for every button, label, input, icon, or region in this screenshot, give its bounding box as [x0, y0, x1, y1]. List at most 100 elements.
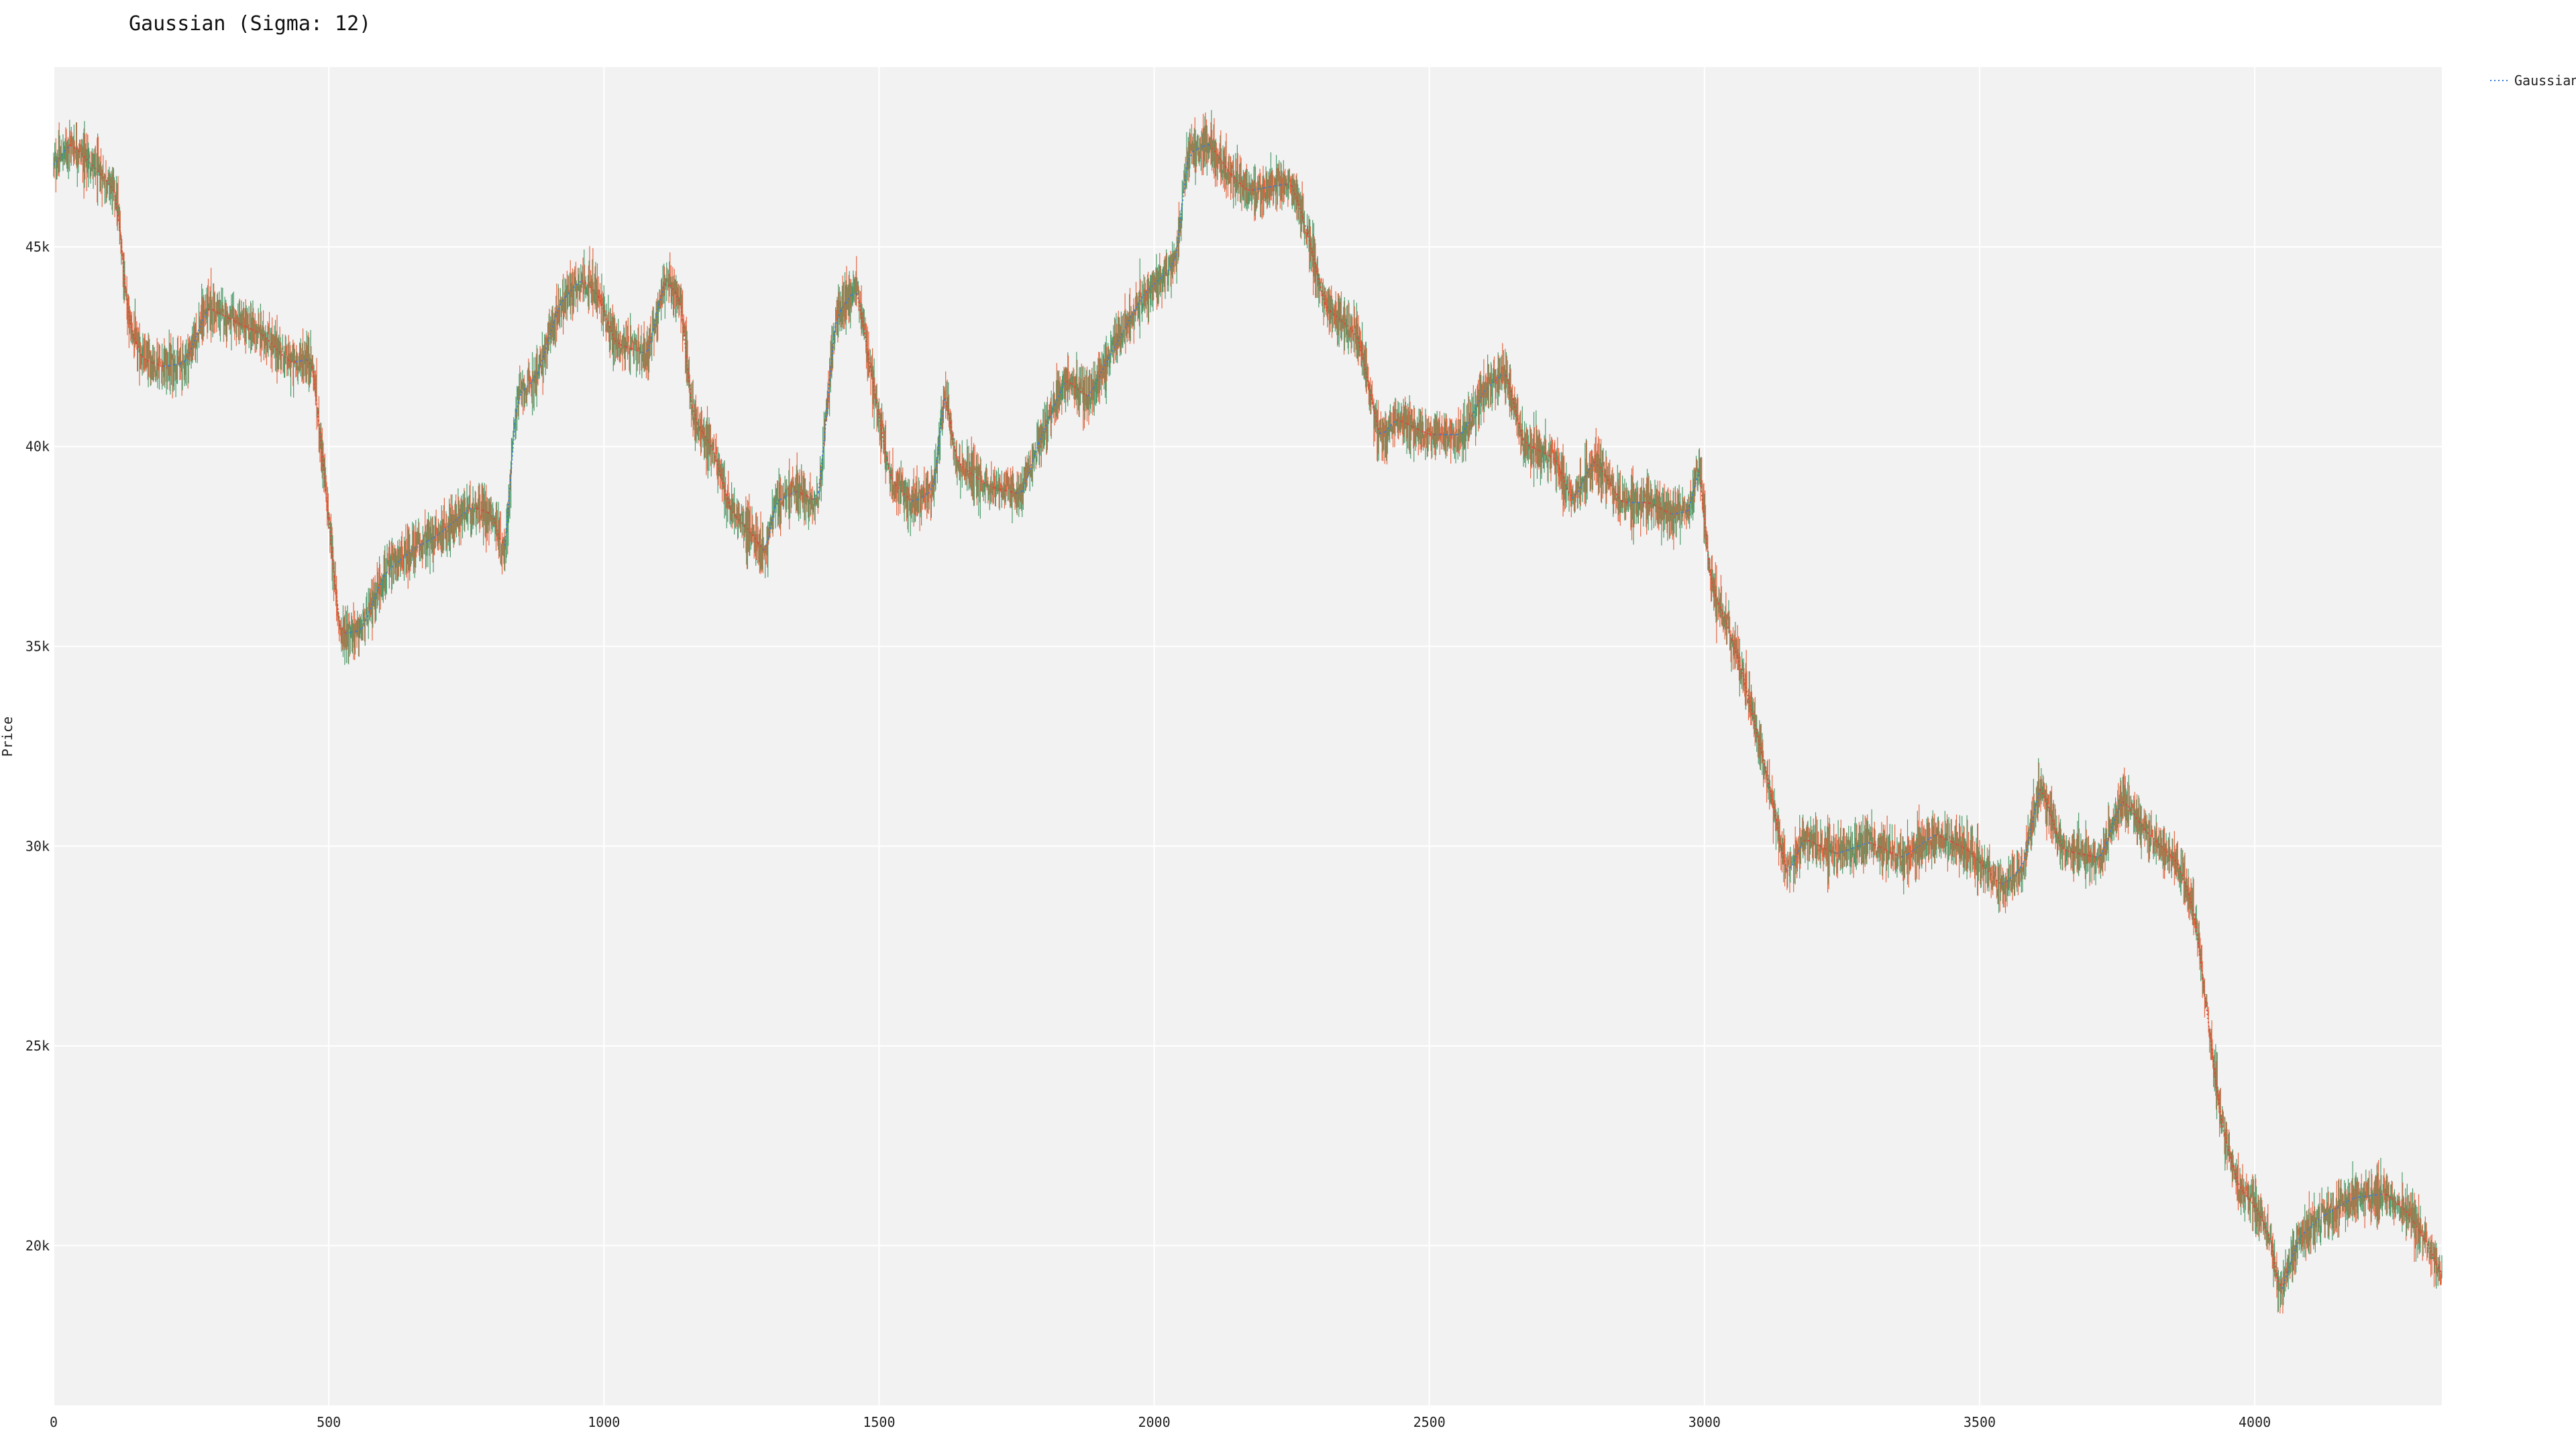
y-tick-label: 35k — [25, 639, 50, 655]
gaussian-segment — [620, 343, 627, 347]
y-tick-label: 25k — [25, 1038, 50, 1054]
gaussian-segment — [1385, 425, 1392, 433]
legend[interactable]: Gaussian — [2490, 72, 2576, 89]
gaussian-segment — [576, 280, 583, 286]
gaussian-segment — [2304, 1227, 2310, 1234]
gaussian-segment — [2061, 847, 2068, 852]
gaussian-segment — [1362, 360, 1370, 387]
gaussian-segment — [922, 492, 929, 498]
gaussian-segment — [1401, 421, 1408, 425]
gaussian-segment — [1775, 819, 1782, 849]
gaussian-segment — [129, 326, 137, 343]
gaussian-segment — [1390, 419, 1397, 426]
gaussian-segment — [1572, 491, 1578, 499]
gaussian-segment — [2155, 840, 2162, 847]
gaussian-segment — [1483, 385, 1491, 392]
gaussian-segment — [2414, 1222, 2421, 1232]
gaussian-segment — [1000, 488, 1006, 492]
gaussian-segment — [103, 176, 109, 184]
gaussian-segment — [807, 496, 814, 500]
gaussian-segment — [565, 290, 572, 298]
gaussian-segment — [366, 602, 374, 617]
gaussian-segment — [1142, 288, 1150, 297]
gaussian-segment — [2282, 1271, 2289, 1289]
gaussian-segment — [900, 490, 908, 497]
gaussian-segment — [246, 326, 252, 330]
gaussian-segment — [2265, 1226, 2272, 1243]
gaussian-segment — [2017, 861, 2025, 872]
gaussian-segment — [1242, 184, 1248, 191]
gaussian-segment — [631, 347, 637, 352]
gaussian-segment — [2326, 1210, 2332, 1215]
gaussian-segment — [955, 456, 963, 468]
gaussian-segment — [1065, 380, 1072, 384]
gaussian-segment — [878, 416, 885, 448]
x-tick-label: 500 — [317, 1414, 341, 1430]
gaussian-segment — [2375, 1193, 2381, 1196]
gaussian-segment — [1077, 388, 1083, 394]
gaussian-segment — [1951, 841, 1958, 846]
gaussian-segment — [2110, 812, 2118, 828]
gaussian-segment — [1836, 851, 1843, 855]
gaussian-segment — [2237, 1183, 2245, 1193]
gaussian-segment — [1941, 836, 1947, 841]
gaussian-segment — [295, 360, 302, 363]
gaussian-segment — [339, 624, 346, 634]
gaussian-segment — [333, 576, 341, 625]
gaussian-segment — [2320, 1214, 2327, 1219]
gaussian-segment — [1649, 502, 1656, 506]
gaussian-segment — [637, 350, 643, 354]
gaussian-segment — [1159, 272, 1166, 280]
gaussian-segment — [1654, 504, 1661, 509]
gaussian-segment — [240, 323, 247, 327]
gaussian-segment — [1220, 158, 1227, 168]
y-tick-label: 45k — [25, 239, 50, 255]
gaussian-segment — [2392, 1198, 2399, 1205]
gaussian-segment — [967, 470, 973, 476]
gaussian-segment — [1335, 315, 1342, 321]
gaussian-segment — [1137, 295, 1144, 305]
gaussian-segment — [416, 543, 423, 548]
gaussian-segment — [2424, 1240, 2432, 1251]
gaussian-segment — [229, 318, 236, 323]
gaussian-segment — [213, 309, 219, 314]
gaussian-segment — [938, 397, 946, 437]
gaussian-segment — [1814, 843, 1821, 847]
gaussian-segment — [306, 359, 313, 368]
gaussian-segment — [2331, 1207, 2338, 1212]
gaussian-segment — [97, 170, 104, 178]
gaussian-segment — [1032, 443, 1040, 460]
gaussian-segment — [1324, 303, 1331, 312]
gaussian-segment — [394, 559, 401, 566]
gaussian-segment — [1880, 847, 1886, 851]
gaussian-segment — [2078, 853, 2085, 856]
gaussian-segment — [1208, 144, 1216, 152]
gaussian-segment — [658, 284, 665, 305]
gaussian-segment — [912, 498, 918, 502]
gaussian-segment — [812, 492, 819, 500]
gaussian-segment — [1539, 449, 1546, 454]
gaussian-segment — [1786, 864, 1793, 872]
gaussian-segment — [113, 191, 121, 227]
gaussian-segment — [1275, 184, 1281, 187]
gaussian-segment — [482, 510, 489, 513]
gaussian-segment — [75, 148, 82, 154]
gaussian-segment — [1016, 490, 1022, 494]
gaussian-segment — [1864, 842, 1870, 845]
gaussian-segment — [1379, 431, 1386, 434]
gaussian-segment — [2419, 1231, 2426, 1241]
gaussian-segment — [768, 507, 775, 537]
gaussian-segment — [608, 326, 616, 341]
gaussian-segment — [614, 339, 621, 345]
gaussian-segment — [1462, 423, 1468, 433]
gaussian-segment — [2287, 1254, 2294, 1273]
gaussian-segment — [1979, 861, 1986, 869]
gaussian-segment — [235, 321, 241, 325]
gaussian-segment — [218, 312, 225, 317]
gaussian-segment — [2199, 953, 2206, 998]
gaussian-segment — [664, 283, 670, 286]
gaussian-segment — [1011, 491, 1017, 494]
gaussian-segment — [1560, 473, 1568, 488]
gaussian-segment — [1588, 461, 1595, 470]
gaussian-segment — [91, 164, 99, 172]
